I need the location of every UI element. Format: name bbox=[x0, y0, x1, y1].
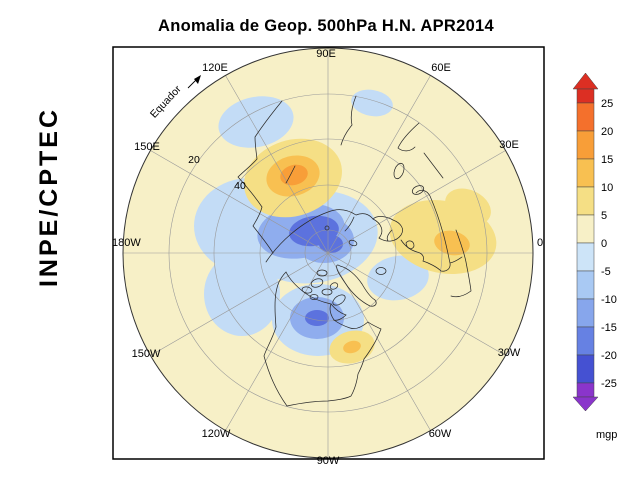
coastline-scandinavia bbox=[372, 216, 403, 242]
colorbar-tick: 25 bbox=[601, 98, 613, 110]
lon-label-60e: 60E bbox=[431, 62, 451, 74]
colorbar-segment bbox=[576, 158, 595, 188]
lon-label-150w: 150W bbox=[132, 348, 161, 360]
coastline-north-africa bbox=[450, 229, 472, 298]
lat-label-20: 20 bbox=[188, 154, 200, 166]
colorbar-tick: -20 bbox=[601, 350, 617, 362]
lat-label-40: 40 bbox=[234, 180, 246, 192]
colorbar-tick: 5 bbox=[601, 210, 607, 222]
coastline-east-asia bbox=[237, 100, 283, 254]
lon-label-180w: 180W bbox=[112, 237, 141, 249]
graticule bbox=[123, 48, 533, 458]
coastline-british-isles bbox=[405, 240, 415, 250]
lon-label-60w: 60W bbox=[429, 428, 452, 440]
colorbar-segment bbox=[576, 242, 595, 272]
equator-arrowhead-icon bbox=[194, 75, 201, 84]
colorbar-tick: 0 bbox=[601, 238, 607, 250]
coastlines bbox=[237, 95, 472, 407]
arctic-islands bbox=[301, 216, 358, 306]
colorbar-tick-labels: 25 20 15 10 5 0 -5 -10 -15 -20 -25 bbox=[601, 98, 617, 390]
lon-label-90e: 90E bbox=[316, 48, 336, 60]
island-canadian-arctic bbox=[316, 269, 328, 277]
lon-label-30w: 30W bbox=[498, 347, 521, 359]
lon-label-30e: 30E bbox=[499, 139, 519, 151]
positive-anomaly-blob bbox=[445, 188, 491, 226]
colorbar-segment bbox=[576, 270, 595, 300]
colorbar-segment bbox=[576, 326, 595, 356]
colorbar-segment bbox=[576, 186, 595, 216]
island-canadian-arctic bbox=[329, 282, 339, 290]
colorbar-tick: -15 bbox=[601, 322, 617, 334]
island-baffin bbox=[332, 294, 346, 306]
lon-label-0: 0 bbox=[537, 237, 543, 249]
colorbar-segment bbox=[576, 130, 595, 160]
negative-anomaly-blob bbox=[367, 255, 429, 301]
coastline-siberia-arctic bbox=[265, 209, 374, 263]
negative-anomaly-blob bbox=[218, 96, 294, 148]
lon-label-90w: 90W bbox=[317, 455, 340, 467]
island-severnaya-zemlya bbox=[324, 225, 330, 231]
lake-baikal bbox=[285, 165, 296, 184]
colorbar-segment bbox=[576, 214, 595, 244]
colorbar-segment bbox=[576, 354, 595, 384]
negative-anomaly-blob bbox=[204, 252, 280, 336]
colorbar-segment bbox=[576, 102, 595, 132]
coastline-north-america bbox=[263, 271, 382, 407]
coastline-caspian-sea bbox=[393, 162, 405, 180]
island-canadian-arctic bbox=[301, 286, 313, 294]
island-svalbard bbox=[348, 239, 358, 247]
coastline-south-asia bbox=[340, 95, 444, 179]
chart-title: Anomalia de Geop. 500hPa H.N. APR2014 bbox=[158, 17, 495, 35]
island-canadian-arctic bbox=[310, 278, 324, 288]
island-canadian-arctic bbox=[309, 294, 319, 300]
lon-label-120e: 120E bbox=[202, 62, 228, 74]
coastline-greenland bbox=[336, 264, 377, 307]
meridian-lines bbox=[123, 48, 533, 458]
colorbar: 25 20 15 10 5 0 -5 -10 -15 -20 -25 mgp bbox=[572, 72, 617, 441]
map-frame bbox=[112, 46, 545, 460]
coastline-black-sea bbox=[411, 185, 425, 195]
colorbar-tick: -10 bbox=[601, 294, 617, 306]
island-novaya-zemlya bbox=[344, 216, 355, 232]
colorbar-tick: 15 bbox=[601, 154, 613, 166]
colorbar-tick: 20 bbox=[601, 126, 613, 138]
colorbar-segment bbox=[576, 298, 595, 328]
negative-anomaly-blob bbox=[351, 89, 393, 117]
positive-anomaly-core bbox=[434, 230, 470, 256]
colorbar-arrow-bottom bbox=[572, 396, 599, 412]
lon-label-150e: 150E bbox=[134, 141, 160, 153]
negative-anomaly-innermost bbox=[319, 235, 343, 253]
colorbar-segment bbox=[576, 382, 595, 398]
coastline-iceland bbox=[375, 267, 387, 275]
colorbar-tick: -25 bbox=[601, 378, 617, 390]
colorbar-unit-label: mgp bbox=[596, 429, 617, 441]
island-canadian-arctic bbox=[321, 288, 333, 296]
coastline-hudson-bay bbox=[330, 303, 347, 321]
colorbar-tick: 10 bbox=[601, 182, 613, 194]
positive-anomaly-innermost bbox=[280, 164, 308, 186]
lon-label-120w: 120W bbox=[202, 428, 231, 440]
colorbar-arrow-top bbox=[572, 72, 599, 90]
colorbar-segment bbox=[576, 88, 595, 104]
coastline-europe bbox=[400, 189, 463, 272]
equator-boundary-circle bbox=[122, 47, 534, 459]
positive-anomaly-core bbox=[343, 340, 361, 354]
source-watermark: INPE/CPTEC bbox=[35, 107, 63, 287]
map-plot-area: 90E 120E 60E 150E 30E 180W 0 150W 30W 12… bbox=[112, 46, 545, 467]
negative-anomaly-innermost bbox=[305, 310, 329, 326]
anomaly-shading-layer bbox=[194, 89, 497, 364]
colorbar-tick: -5 bbox=[601, 266, 611, 278]
